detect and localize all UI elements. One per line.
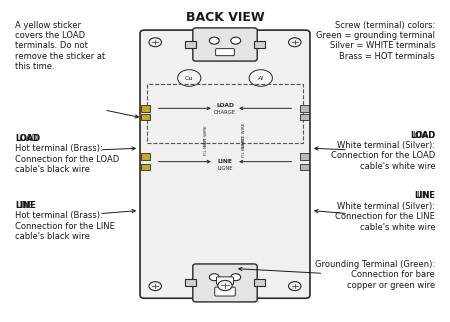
Bar (300, 164, 309, 170)
Text: LIGNE: LIGNE (217, 166, 233, 172)
Text: CHARGE: CHARGE (214, 110, 236, 115)
Circle shape (209, 274, 219, 281)
Text: LINE
Hot terminal (Brass):
Connection for the LINE
cable's black wire: LINE Hot terminal (Brass): Connection fo… (15, 201, 115, 241)
Bar (185, 41, 196, 48)
Text: Al: Al (258, 75, 264, 80)
Text: LINE: LINE (414, 191, 435, 200)
Text: FIL NOIR: FIL NOIR (204, 138, 208, 155)
Text: HOT WIRE: HOT WIRE (204, 125, 208, 146)
Text: LOAD: LOAD (410, 131, 435, 140)
Bar (141, 114, 150, 120)
Bar (300, 153, 309, 160)
Circle shape (218, 280, 232, 290)
Circle shape (249, 70, 272, 86)
Bar (254, 279, 265, 287)
Circle shape (288, 38, 301, 47)
Bar (185, 279, 196, 287)
Circle shape (231, 37, 241, 44)
FancyBboxPatch shape (216, 277, 234, 285)
Text: Screw (terminal) colors:
Green = grounding terminal
Silver = WHITE terminals
Bra: Screw (terminal) colors: Green = groundi… (316, 21, 435, 61)
Bar (300, 105, 309, 112)
Circle shape (288, 282, 301, 290)
Text: BACK VIEW: BACK VIEW (186, 11, 264, 24)
Text: A yellow sticker
covers the LOAD
terminals. Do not
remove the sticker at
this ti: A yellow sticker covers the LOAD termina… (15, 21, 105, 71)
Circle shape (231, 274, 241, 281)
Bar (141, 164, 150, 170)
FancyBboxPatch shape (140, 30, 310, 298)
Text: Grounding Terminal (Green):
Connection for bare
copper or green wire: Grounding Terminal (Green): Connection f… (315, 260, 435, 290)
Text: LOAD: LOAD (15, 134, 40, 143)
FancyBboxPatch shape (215, 287, 235, 296)
Bar (300, 114, 309, 120)
Circle shape (149, 282, 162, 290)
Bar (254, 41, 265, 48)
Text: LINE: LINE (15, 201, 36, 210)
Bar (147, 84, 303, 143)
Text: LINE: LINE (217, 159, 233, 164)
Circle shape (149, 38, 162, 47)
Text: Cu: Cu (185, 75, 194, 80)
FancyBboxPatch shape (193, 28, 257, 61)
FancyBboxPatch shape (216, 49, 234, 56)
Circle shape (209, 37, 219, 44)
Text: LINE
White terminal (Silver):
Connection for the LINE
cable's white wire: LINE White terminal (Silver): Connection… (335, 191, 435, 232)
Text: LOAD
White terminal (Silver):
Connection for the LOAD
cable's white wire: LOAD White terminal (Silver): Connection… (331, 131, 435, 171)
Bar (141, 153, 150, 160)
Text: LOAD
Hot terminal (Brass):
Connection for the LOAD
cable's black wire: LOAD Hot terminal (Brass): Connection fo… (15, 134, 119, 174)
Text: LOAD: LOAD (216, 103, 234, 108)
FancyBboxPatch shape (193, 264, 257, 302)
Bar (141, 105, 150, 112)
Text: FIL BLANC: FIL BLANC (242, 136, 246, 157)
Circle shape (178, 70, 201, 86)
Text: WHITE WIRE: WHITE WIRE (242, 123, 246, 148)
